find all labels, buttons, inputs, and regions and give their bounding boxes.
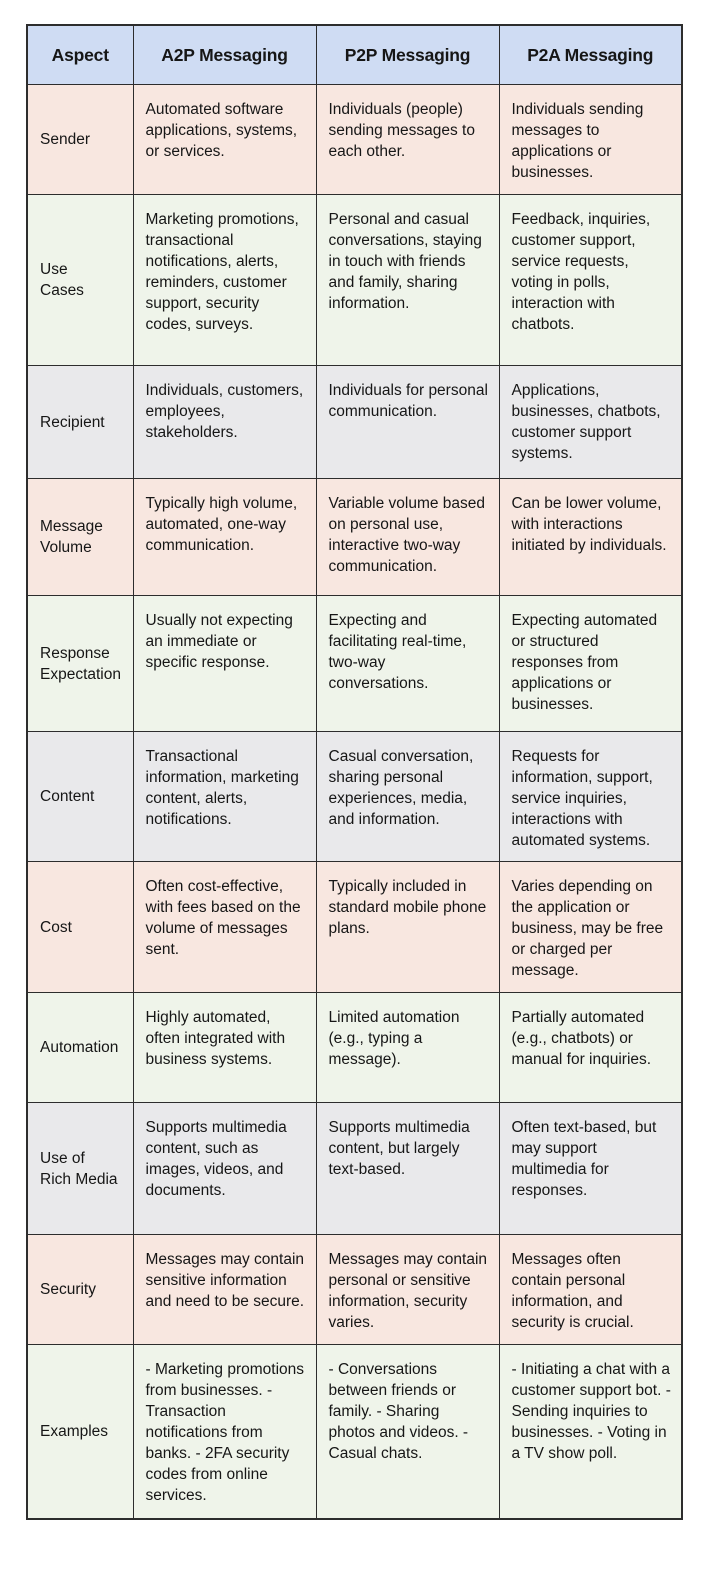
cell-a2p: Supports multimedia content, such as ima…	[132, 1102, 317, 1235]
table-row-recipient: Recipient Individuals, customers, employ…	[26, 365, 683, 479]
cell-p2a: Can be lower volume, with interactions i…	[498, 478, 683, 596]
cell-p2a: Partially automated (e.g., chatbots) or …	[498, 992, 683, 1103]
table-row-response-expectation: Response Expectation Usually not expecti…	[26, 595, 683, 732]
cell-p2p: Casual conversation, sharing personal ex…	[315, 731, 500, 862]
cell-p2p: Limited automation (e.g., typing a messa…	[315, 992, 500, 1103]
cell-p2a: Feedback, inquiries, customer support, s…	[498, 194, 683, 366]
header-row: Aspect A2P Messaging P2P Messaging P2A M…	[26, 24, 683, 85]
aspect-label: Cost	[26, 861, 134, 993]
cell-a2p: Transactional information, marketing con…	[132, 731, 317, 862]
comparison-table: Aspect A2P Messaging P2P Messaging P2A M…	[26, 24, 683, 1520]
aspect-label: Message Volume	[26, 478, 134, 596]
table-row-examples: Examples - Marketing promotions from bus…	[26, 1344, 683, 1519]
cell-p2p: Expecting and facilitating real-time, tw…	[315, 595, 500, 732]
table-row-content: Content Transactional information, marke…	[26, 731, 683, 862]
table-row-sender: Sender Automated software applications, …	[26, 84, 683, 195]
cell-p2a: Messages often contain personal informat…	[498, 1234, 683, 1345]
aspect-label: Use of Rich Media	[26, 1102, 134, 1235]
table-row-use-cases: Use Cases Marketing promotions, transact…	[26, 194, 683, 366]
table-row-message-volume: Message Volume Typically high volume, au…	[26, 478, 683, 596]
cell-p2p: Individuals (people) sending messages to…	[315, 84, 500, 195]
cell-a2p: Highly automated, often integrated with …	[132, 992, 317, 1103]
cell-a2p: - Marketing promotions from businesses. …	[132, 1344, 317, 1519]
cell-a2p: Typically high volume, automated, one-wa…	[132, 478, 317, 596]
table-row-cost: Cost Often cost-effective, with fees bas…	[26, 861, 683, 993]
aspect-label: Examples	[26, 1344, 134, 1519]
column-header-a2p: A2P Messaging	[132, 24, 317, 85]
aspect-label: Content	[26, 731, 134, 862]
cell-p2p: Typically included in standard mobile ph…	[315, 861, 500, 993]
column-header-p2a: P2A Messaging	[498, 24, 683, 85]
cell-p2a: Individuals sending messages to applicat…	[498, 84, 683, 195]
cell-a2p: Often cost-effective, with fees based on…	[132, 861, 317, 993]
cell-p2p: Variable volume based on personal use, i…	[315, 478, 500, 596]
cell-p2p: Supports multimedia content, but largely…	[315, 1102, 500, 1235]
cell-p2a: - Initiating a chat with a customer supp…	[498, 1344, 683, 1519]
cell-a2p: Marketing promotions, transactional noti…	[132, 194, 317, 366]
cell-p2a: Often text-based, but may support multim…	[498, 1102, 683, 1235]
aspect-label: Use Cases	[26, 194, 134, 366]
cell-a2p: Usually not expecting an immediate or sp…	[132, 595, 317, 732]
cell-p2p: Personal and casual conversations, stayi…	[315, 194, 500, 366]
cell-p2a: Varies depending on the application or b…	[498, 861, 683, 993]
column-header-aspect: Aspect	[26, 24, 134, 85]
cell-p2a: Requests for information, support, servi…	[498, 731, 683, 862]
cell-p2a: Expecting automated or structured respon…	[498, 595, 683, 732]
aspect-label: Recipient	[26, 365, 134, 479]
cell-p2p: Individuals for personal communication.	[315, 365, 500, 479]
table-row-security: Security Messages may contain sensitive …	[26, 1234, 683, 1345]
cell-a2p: Automated software applications, systems…	[132, 84, 317, 195]
table-row-automation: Automation Highly automated, often integ…	[26, 992, 683, 1103]
table-row-rich-media: Use of Rich Media Supports multimedia co…	[26, 1102, 683, 1235]
cell-p2a: Applications, businesses, chatbots, cust…	[498, 365, 683, 479]
aspect-label: Automation	[26, 992, 134, 1103]
cell-p2p: Messages may contain personal or sensiti…	[315, 1234, 500, 1345]
aspect-label: Response Expectation	[26, 595, 134, 732]
aspect-label: Sender	[26, 84, 134, 195]
aspect-label: Security	[26, 1234, 134, 1345]
column-header-p2p: P2P Messaging	[315, 24, 500, 85]
cell-a2p: Messages may contain sensitive informati…	[132, 1234, 317, 1345]
cell-p2p: - Conversations between friends or famil…	[315, 1344, 500, 1519]
cell-a2p: Individuals, customers, employees, stake…	[132, 365, 317, 479]
